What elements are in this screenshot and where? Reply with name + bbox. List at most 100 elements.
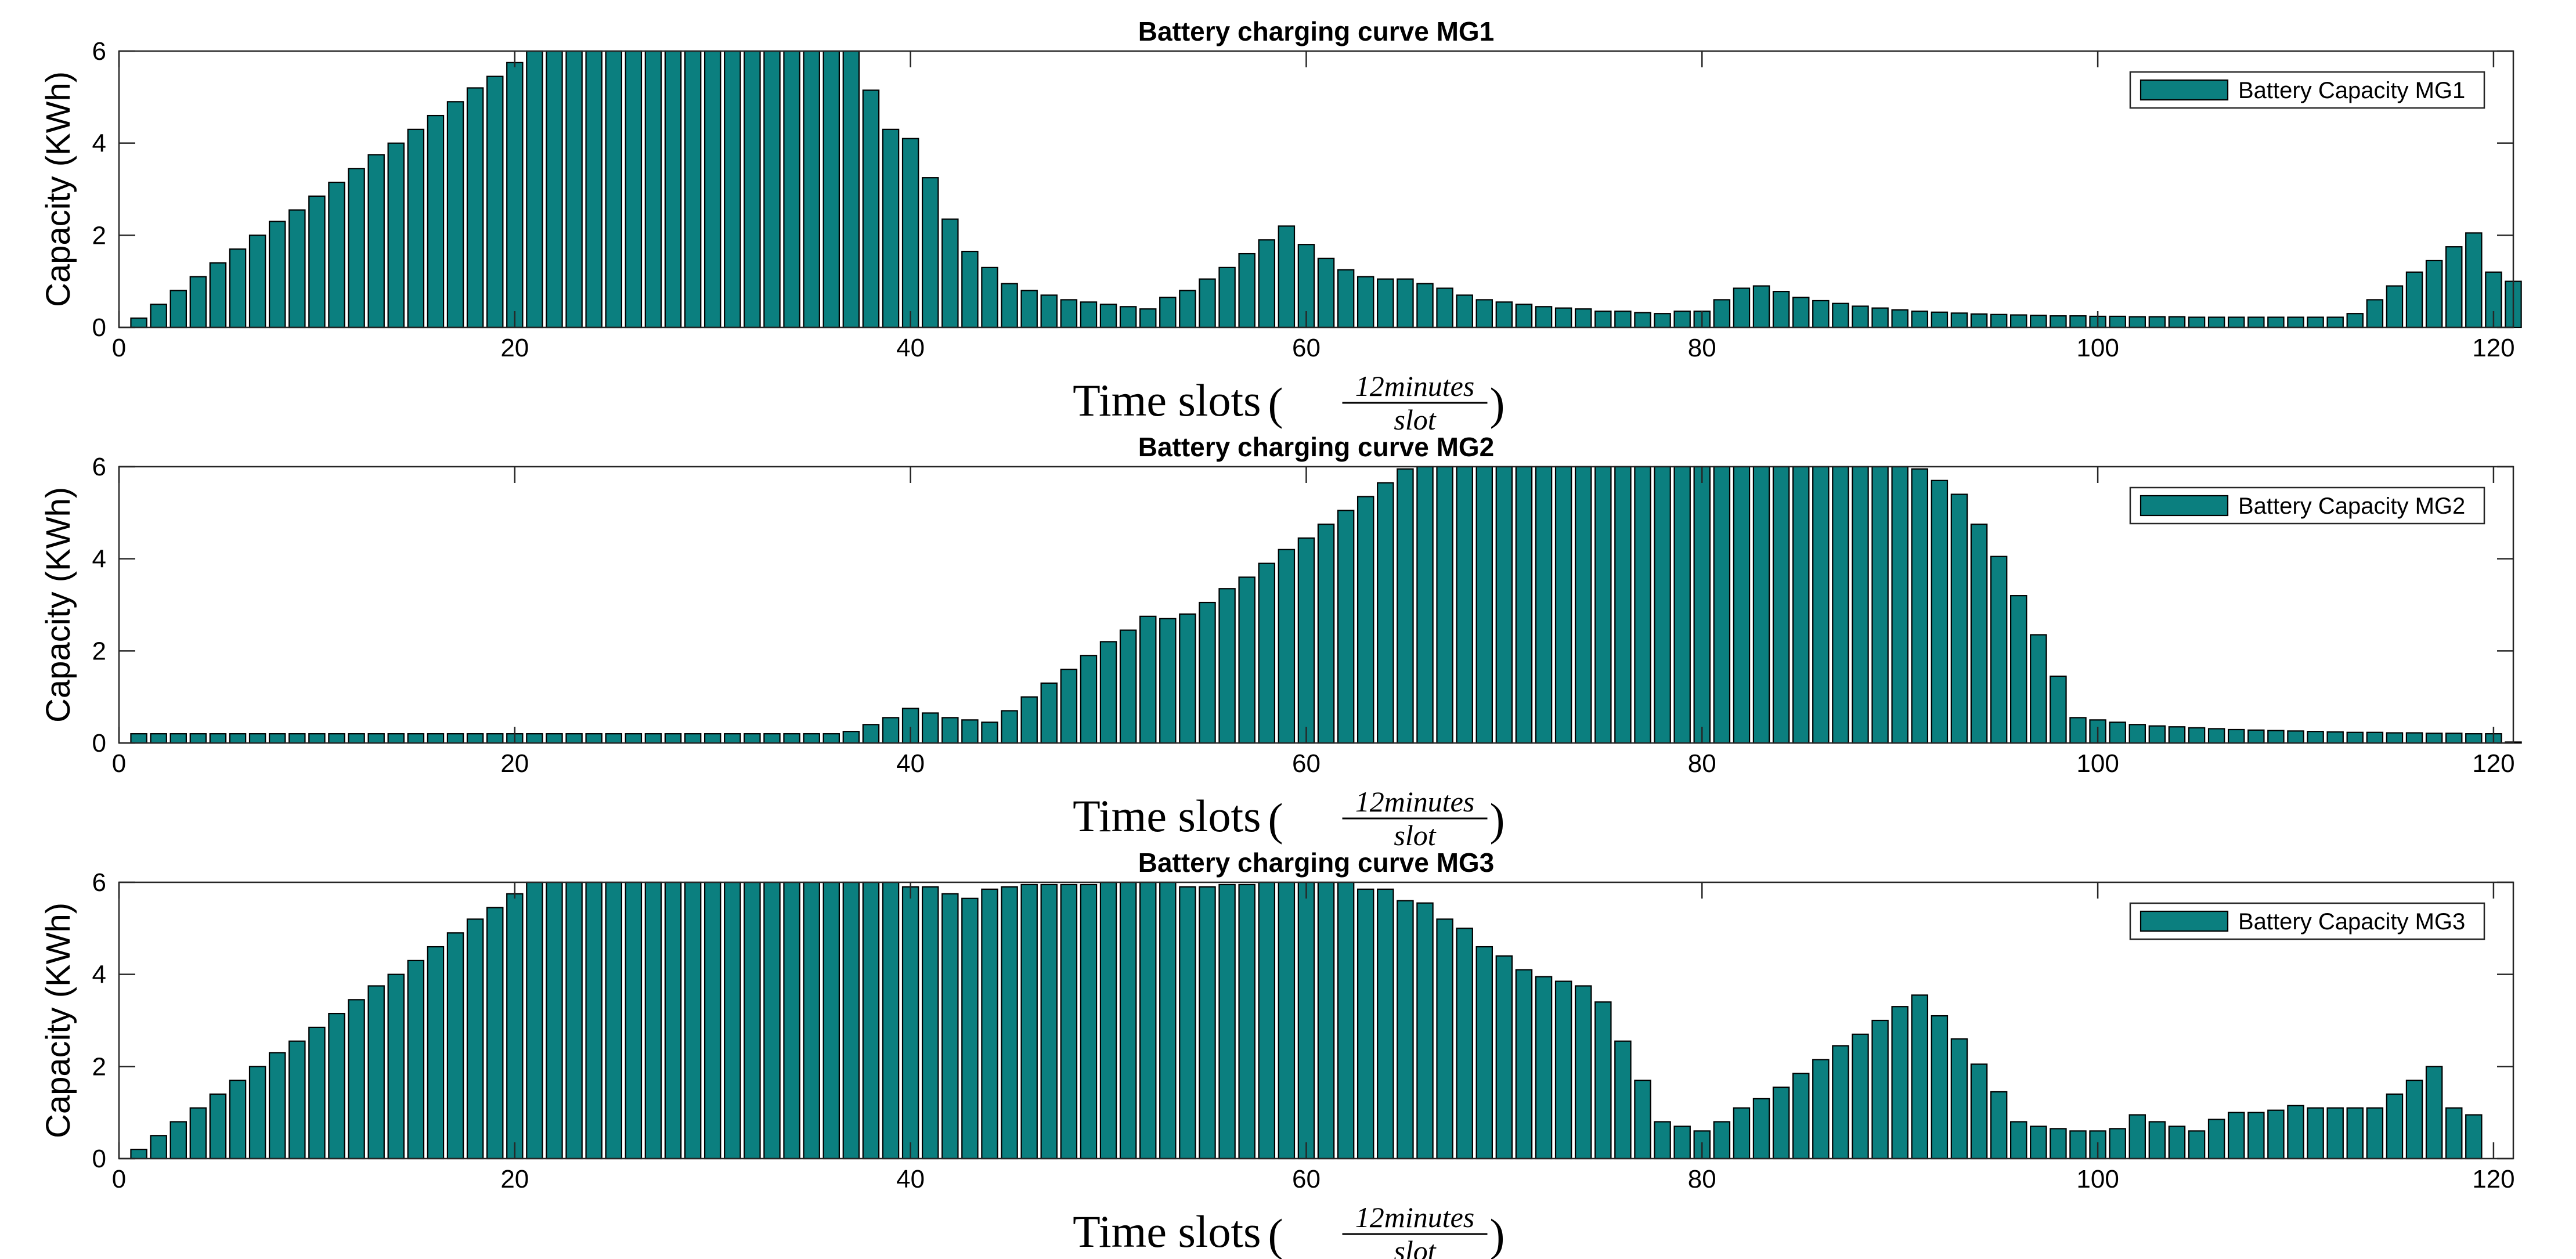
bar xyxy=(2009,1121,2027,1160)
x-axis-label-open-paren: ( xyxy=(1268,1210,1283,1259)
bar xyxy=(1080,655,1098,744)
bar xyxy=(1673,466,1691,744)
bar xyxy=(1397,468,1414,744)
bar xyxy=(1456,466,1473,744)
x-axis-label: Time slots xyxy=(1073,1206,1261,1257)
bar xyxy=(1040,883,1058,1160)
bar xyxy=(2207,1119,2225,1160)
bar xyxy=(2247,316,2265,329)
bar xyxy=(921,712,939,744)
bar xyxy=(486,733,504,744)
legend-swatch xyxy=(2140,495,2229,517)
bar xyxy=(1258,239,1276,329)
bar xyxy=(1634,466,1651,744)
bar xyxy=(1238,883,1255,1160)
bar xyxy=(1594,1001,1612,1160)
x-axis-label: Time slots xyxy=(1073,375,1261,425)
bar xyxy=(308,195,326,329)
x-tick-label: 40 xyxy=(896,749,925,778)
axes-box xyxy=(118,466,2514,744)
bar xyxy=(546,733,563,744)
x-tick-label: 60 xyxy=(1292,749,1321,778)
bar xyxy=(1377,482,1394,744)
x-axis-label-close-paren: ) xyxy=(1490,794,1505,845)
bar xyxy=(1634,1080,1651,1160)
bar xyxy=(1535,976,1553,1160)
y-tick-label: 0 xyxy=(92,313,106,342)
bar xyxy=(2465,733,2483,744)
bar xyxy=(348,999,365,1160)
bar xyxy=(1040,294,1058,329)
bar xyxy=(209,262,227,329)
bar xyxy=(486,907,504,1160)
bar xyxy=(941,893,959,1160)
bar xyxy=(367,985,385,1160)
bar xyxy=(2050,1128,2067,1160)
bar xyxy=(565,733,583,744)
bar xyxy=(1179,613,1196,744)
bar xyxy=(585,881,602,1160)
bar xyxy=(862,89,880,329)
bar xyxy=(2050,675,2067,744)
x-axis-unit-numerator: 12minutes xyxy=(1355,370,1475,402)
bar xyxy=(842,50,860,329)
bar xyxy=(565,50,583,329)
bar xyxy=(387,973,405,1160)
bar xyxy=(2030,315,2047,329)
bar xyxy=(1970,313,1988,329)
legend-label: Battery Capacity MG2 xyxy=(2238,493,2465,519)
bar xyxy=(941,218,959,329)
bar xyxy=(407,959,425,1160)
bar xyxy=(1554,980,1572,1160)
bar xyxy=(724,50,741,329)
bar xyxy=(506,62,524,329)
bar xyxy=(1733,466,1751,744)
bar xyxy=(1594,466,1612,744)
bar xyxy=(1891,466,1908,744)
bar xyxy=(625,881,643,1160)
bar xyxy=(1397,900,1414,1160)
bar xyxy=(1931,479,1949,744)
x-tick-label: 0 xyxy=(112,749,126,778)
bar xyxy=(882,881,900,1160)
x-tick-label: 40 xyxy=(896,1165,925,1193)
bar xyxy=(1990,1091,2008,1160)
bar xyxy=(2267,316,2285,329)
bar xyxy=(941,717,959,744)
y-tick-label: 0 xyxy=(92,729,106,757)
bar xyxy=(1001,886,1018,1160)
bar xyxy=(703,50,721,329)
bar xyxy=(407,128,425,329)
bar xyxy=(1654,466,1671,744)
bar xyxy=(1792,466,1810,744)
bar xyxy=(466,87,484,329)
x-tick-label: 40 xyxy=(896,334,925,362)
bar xyxy=(1515,466,1533,744)
bar xyxy=(1397,278,1414,329)
bar xyxy=(1436,918,1453,1160)
bar xyxy=(1574,308,1592,329)
bar xyxy=(248,235,266,329)
plot-area xyxy=(119,467,2513,743)
bar xyxy=(2188,727,2206,744)
bar xyxy=(961,251,979,329)
x-tick-label: 120 xyxy=(2472,1165,2514,1193)
bar xyxy=(1495,955,1513,1160)
bar xyxy=(1317,881,1335,1160)
chart-title: Battery charging curve MG1 xyxy=(1138,16,1495,46)
bar xyxy=(1456,928,1473,1160)
bar xyxy=(1515,969,1533,1160)
bar xyxy=(1278,225,1296,329)
bar xyxy=(1199,278,1216,329)
x-tick-label: 80 xyxy=(1688,1165,1716,1193)
bar xyxy=(585,733,602,744)
y-axis-label: Capacity (KWh) xyxy=(39,71,77,307)
bar xyxy=(1614,1040,1632,1160)
bar xyxy=(1871,466,1889,744)
bar xyxy=(1475,299,1493,329)
bar xyxy=(1832,466,1849,744)
bar xyxy=(2247,729,2265,744)
bar xyxy=(1337,269,1355,329)
x-tick-label: 80 xyxy=(1688,334,1716,362)
